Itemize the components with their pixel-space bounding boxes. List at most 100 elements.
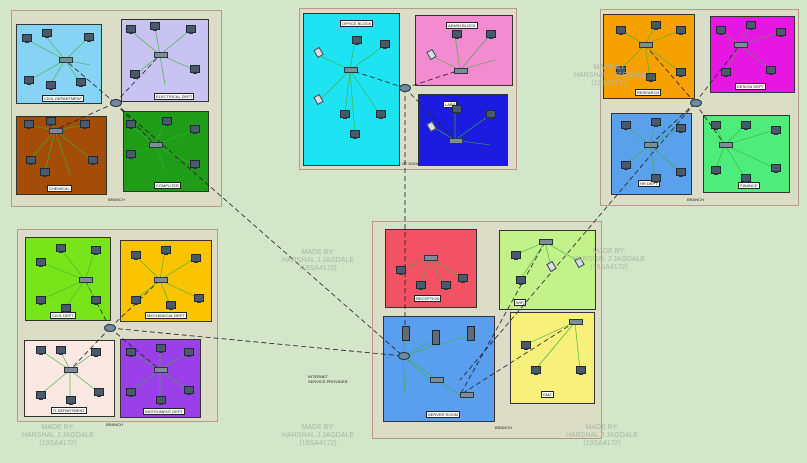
- pc[interactable]: [716, 26, 726, 35]
- pc[interactable]: [746, 21, 756, 30]
- pc[interactable]: [36, 346, 46, 355]
- pc[interactable]: [771, 164, 781, 173]
- pc[interactable]: [22, 34, 32, 43]
- pc[interactable]: [340, 110, 350, 119]
- switch-design[interactable]: [734, 42, 748, 48]
- pc[interactable]: [184, 386, 194, 395]
- pc[interactable]: [511, 251, 521, 260]
- pc[interactable]: [76, 78, 86, 87]
- pc[interactable]: [416, 281, 426, 290]
- pc[interactable]: [771, 126, 781, 135]
- switch-dmz[interactable]: [569, 319, 583, 325]
- pc[interactable]: [441, 281, 451, 290]
- pc[interactable]: [46, 81, 56, 90]
- switch-wifi[interactable]: [539, 239, 553, 245]
- pc[interactable]: [80, 120, 90, 129]
- pc[interactable]: [350, 130, 360, 139]
- switch-it[interactable]: [64, 367, 78, 373]
- pc[interactable]: [458, 274, 468, 283]
- pc[interactable]: [452, 105, 462, 114]
- pc[interactable]: [721, 68, 731, 77]
- pc[interactable]: [376, 110, 386, 119]
- switch-reception[interactable]: [424, 255, 438, 261]
- pc[interactable]: [194, 294, 204, 303]
- pc[interactable]: [36, 296, 46, 305]
- server-mail[interactable]: [467, 326, 475, 341]
- pc[interactable]: [156, 344, 166, 353]
- switch-civil-2[interactable]: [79, 277, 93, 283]
- pc[interactable]: [766, 66, 776, 75]
- pc[interactable]: [36, 258, 46, 267]
- pc[interactable]: [190, 160, 200, 169]
- switch-civil[interactable]: [59, 57, 73, 63]
- pc[interactable]: [741, 174, 751, 183]
- switch-hr[interactable]: [644, 142, 658, 148]
- pc[interactable]: [40, 168, 50, 177]
- pc[interactable]: [91, 246, 101, 255]
- pc[interactable]: [616, 26, 626, 35]
- pc[interactable]: [94, 388, 104, 397]
- pc[interactable]: [26, 156, 36, 165]
- pc[interactable]: [126, 150, 136, 159]
- core-router-top-left[interactable]: [110, 99, 122, 107]
- pc[interactable]: [190, 125, 200, 134]
- pc[interactable]: [676, 124, 686, 133]
- pc[interactable]: [576, 366, 586, 375]
- switch-instrument[interactable]: [154, 367, 168, 373]
- pc[interactable]: [88, 156, 98, 165]
- pc[interactable]: [186, 25, 196, 34]
- switch-labs[interactable]: [449, 138, 463, 144]
- switch-chemical[interactable]: [49, 128, 63, 134]
- switch-mechanical[interactable]: [154, 277, 168, 283]
- pc[interactable]: [61, 304, 71, 313]
- pc[interactable]: [24, 120, 34, 129]
- pc[interactable]: [126, 25, 136, 34]
- pc[interactable]: [42, 29, 52, 38]
- pc[interactable]: [396, 266, 406, 275]
- server-web[interactable]: [432, 330, 440, 345]
- pc[interactable]: [651, 174, 661, 183]
- pc[interactable]: [621, 121, 631, 130]
- pc[interactable]: [56, 244, 66, 253]
- switch-office[interactable]: [344, 67, 358, 73]
- switch-finance[interactable]: [719, 142, 733, 148]
- pc[interactable]: [521, 341, 531, 350]
- pc[interactable]: [162, 117, 172, 126]
- pc[interactable]: [84, 33, 94, 42]
- pc[interactable]: [126, 348, 136, 357]
- pc[interactable]: [56, 346, 66, 355]
- pc[interactable]: [131, 296, 141, 305]
- server-dns[interactable]: [402, 326, 410, 341]
- pc[interactable]: [776, 28, 786, 37]
- pc[interactable]: [131, 251, 141, 260]
- pc[interactable]: [711, 121, 721, 130]
- pc[interactable]: [91, 296, 101, 305]
- pc[interactable]: [651, 21, 661, 30]
- zone-dmz-zone[interactable]: DMZ: [510, 312, 595, 404]
- pc[interactable]: [711, 166, 721, 175]
- pc[interactable]: [161, 246, 171, 255]
- pc[interactable]: [486, 110, 496, 119]
- pc[interactable]: [150, 22, 160, 31]
- core-router-server-room[interactable]: [398, 352, 410, 360]
- pc[interactable]: [452, 30, 462, 39]
- switch-electrical[interactable]: [154, 52, 168, 58]
- switch-research[interactable]: [639, 42, 653, 48]
- pc[interactable]: [166, 301, 176, 310]
- pc[interactable]: [36, 391, 46, 400]
- pc[interactable]: [380, 40, 390, 49]
- pc[interactable]: [91, 348, 101, 357]
- pc[interactable]: [24, 76, 34, 85]
- pc[interactable]: [646, 73, 656, 82]
- pc[interactable]: [130, 70, 140, 79]
- pc[interactable]: [156, 396, 166, 405]
- pc[interactable]: [516, 276, 526, 285]
- core-router-bottom-left[interactable]: [104, 324, 116, 332]
- switch-admin[interactable]: [454, 68, 468, 74]
- switch-computer[interactable]: [149, 142, 163, 148]
- pc[interactable]: [531, 366, 541, 375]
- pc[interactable]: [46, 117, 56, 126]
- core-router-top-center[interactable]: [399, 84, 411, 92]
- pc[interactable]: [741, 121, 751, 130]
